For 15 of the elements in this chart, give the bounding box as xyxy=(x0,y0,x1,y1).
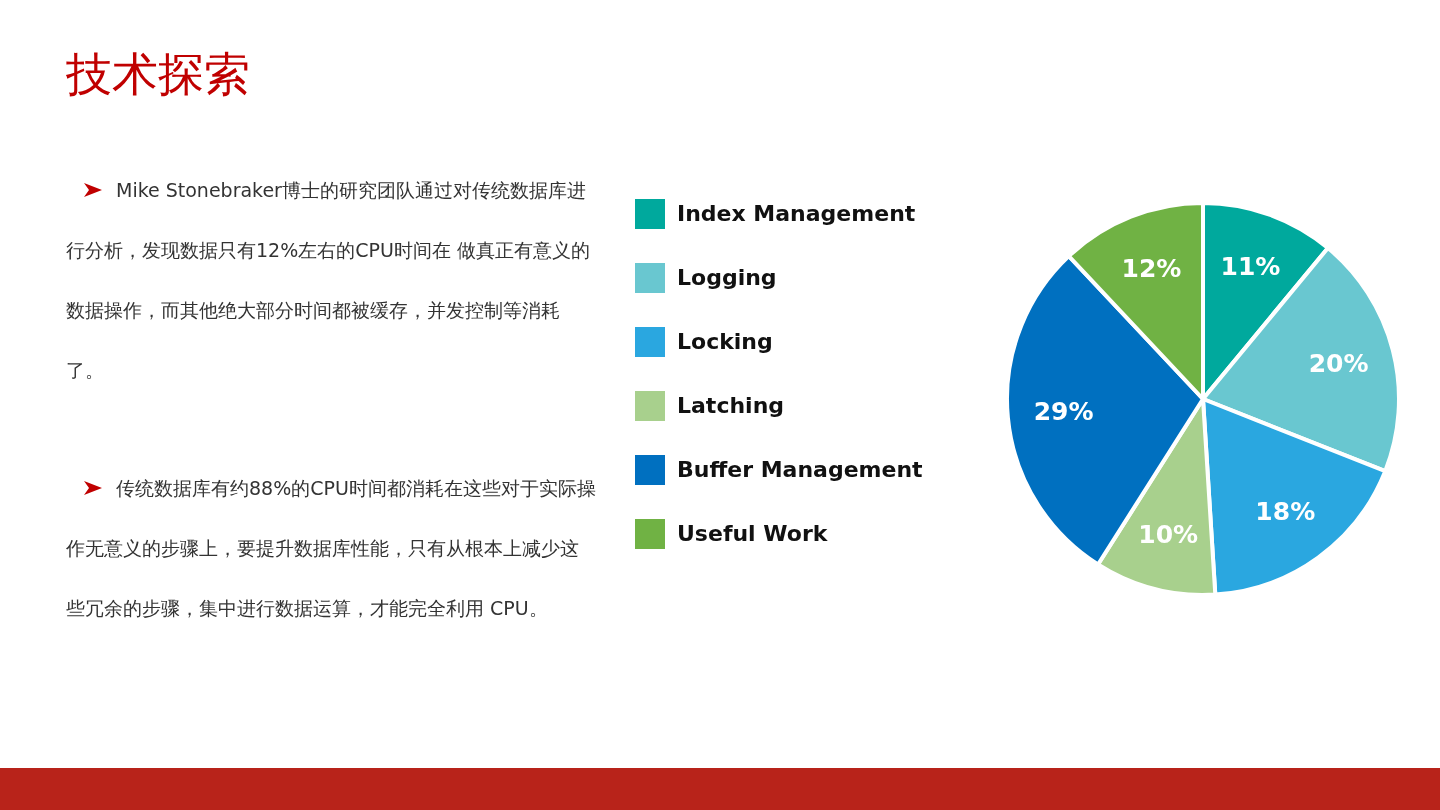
data-label: 11% xyxy=(1220,252,1281,282)
data-label: 20% xyxy=(1308,349,1369,379)
legend-label: Latching xyxy=(677,393,785,418)
legend-label: Logging xyxy=(677,265,777,290)
text: 传统数据库有约88%的CPU时间都消耗在这些对于实际操作无意义的步骤上，要提升数据库性能，只有从根本上减少这些冗余的步骤，集中进行数据运算，才能完全利用 CPU。 xyxy=(66,477,596,619)
legend-label: Useful Work xyxy=(677,521,829,546)
legend-label: Buffer Management xyxy=(677,457,924,482)
legend-label: Index Management xyxy=(677,201,916,226)
legend-label: Locking xyxy=(677,329,773,354)
text: Mike Stonebraker博士的研究团队通过对传统数据库进行分析，发现数据只有12%左右的CPU时间在 做真正有意义的数据操作，而其他绝大部分时间都被缓存，并发控制等消耗了。 xyxy=(66,179,590,381)
data-label: 10% xyxy=(1138,519,1199,549)
data-label: 29% xyxy=(1033,397,1094,427)
data-label: 12% xyxy=(1121,253,1182,283)
text: 技术探索 xyxy=(66,46,250,103)
data-label: 18% xyxy=(1255,497,1316,527)
